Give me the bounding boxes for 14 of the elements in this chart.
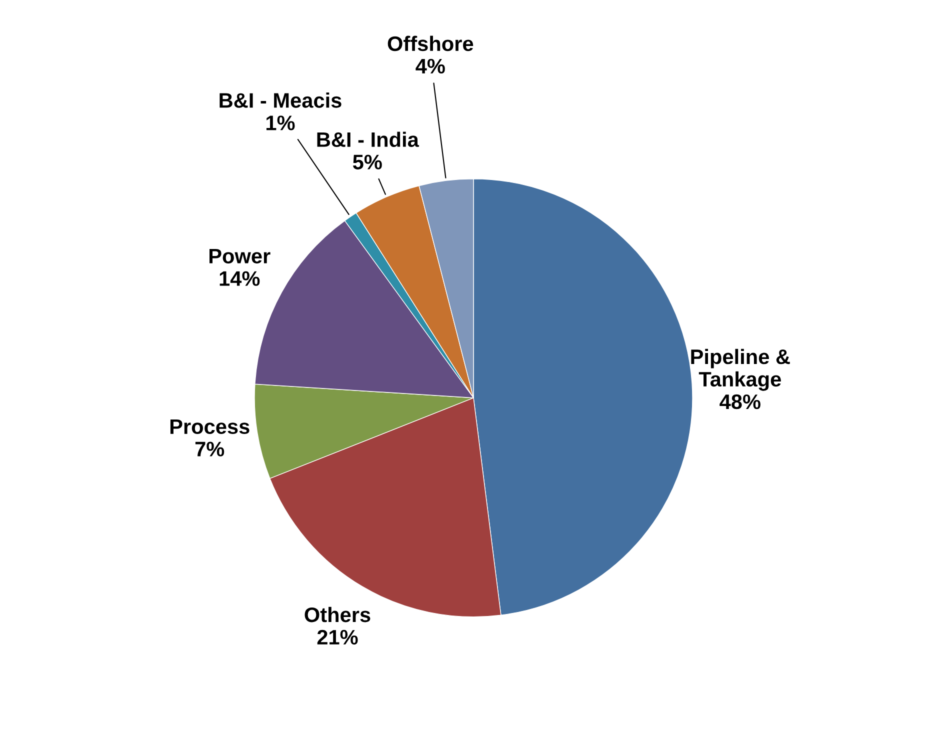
slice-label: B&I - India [317,132,420,148]
slice-label: Power [210,248,270,264]
data-label: 48% [720,394,760,410]
slice-label: Process [170,419,250,434]
slice-label: Pipeline & Tankage [691,348,790,391]
data-label: 21% [317,630,358,645]
data-label: 4% [416,58,445,74]
slice-label: Offshore [388,36,474,52]
slice-label: B&I - Meacis [220,92,342,108]
data-label: 7% [195,442,224,456]
data-label: 14% [220,271,260,286]
slice-label: Others [304,606,370,622]
data-label: 5% [352,154,382,170]
data-label: 1% [266,116,295,130]
